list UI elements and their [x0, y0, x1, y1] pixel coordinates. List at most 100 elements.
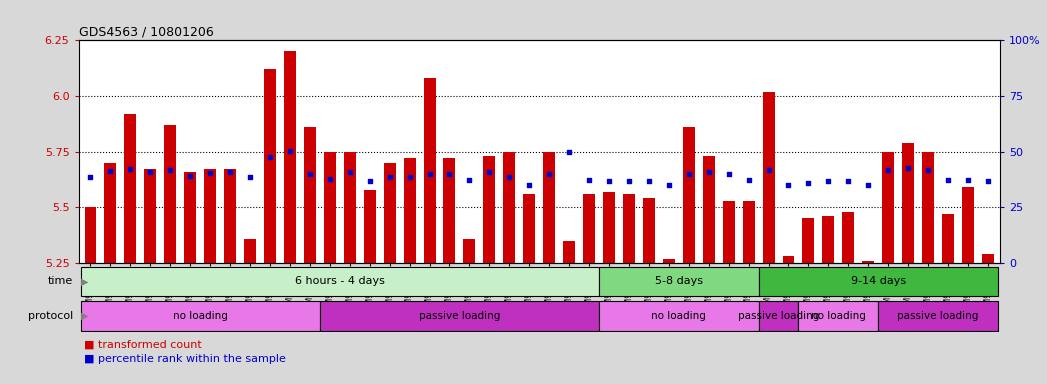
Point: [142, 169, 159, 175]
Bar: [85, 207, 96, 263]
Point: [500, 174, 517, 180]
Point: [102, 168, 118, 174]
Bar: [903, 143, 914, 263]
Bar: [343, 152, 356, 263]
Point: [840, 177, 856, 184]
Bar: [799, 301, 878, 331]
Bar: [878, 301, 998, 331]
Bar: [922, 152, 934, 263]
Point: [182, 173, 199, 179]
Bar: [722, 201, 735, 263]
Text: ▶: ▶: [81, 276, 88, 286]
Point: [461, 177, 477, 183]
Point: [82, 174, 98, 180]
Bar: [759, 266, 998, 296]
Bar: [599, 301, 759, 331]
Bar: [762, 91, 775, 263]
Point: [421, 171, 438, 177]
Point: [879, 167, 896, 173]
Text: time: time: [48, 276, 73, 286]
Bar: [563, 241, 575, 263]
Point: [282, 148, 298, 154]
Bar: [319, 301, 599, 331]
Bar: [643, 199, 654, 263]
Bar: [444, 158, 455, 263]
Bar: [464, 238, 475, 263]
Point: [800, 180, 817, 186]
Bar: [683, 127, 695, 263]
Bar: [304, 127, 316, 263]
Point: [222, 169, 239, 175]
Bar: [543, 152, 555, 263]
Bar: [125, 114, 136, 263]
Point: [960, 177, 977, 183]
Bar: [802, 218, 815, 263]
Bar: [264, 69, 276, 263]
Bar: [403, 158, 416, 263]
Point: [939, 177, 956, 183]
Bar: [962, 187, 974, 263]
Bar: [363, 190, 376, 263]
Bar: [782, 257, 795, 263]
Point: [780, 182, 797, 188]
Point: [561, 149, 578, 155]
Text: no loading: no loading: [811, 311, 866, 321]
Bar: [81, 266, 599, 296]
Point: [601, 177, 618, 184]
Text: 6 hours - 4 days: 6 hours - 4 days: [295, 276, 384, 286]
Text: protocol: protocol: [28, 311, 73, 321]
Text: ■ transformed count: ■ transformed count: [84, 340, 201, 350]
Bar: [164, 125, 176, 263]
Bar: [524, 194, 535, 263]
Point: [681, 171, 697, 177]
Bar: [424, 78, 436, 263]
Bar: [244, 238, 257, 263]
Point: [980, 177, 997, 184]
Bar: [942, 214, 954, 263]
Bar: [324, 152, 336, 263]
Bar: [843, 212, 854, 263]
Bar: [863, 261, 874, 263]
Point: [760, 167, 777, 173]
Bar: [742, 201, 755, 263]
Bar: [623, 194, 634, 263]
Bar: [204, 169, 216, 263]
Point: [621, 177, 638, 184]
Text: ■ percentile rank within the sample: ■ percentile rank within the sample: [84, 354, 286, 364]
Bar: [105, 163, 116, 263]
Point: [321, 176, 338, 182]
Point: [720, 171, 737, 177]
Point: [581, 177, 598, 183]
Point: [700, 169, 717, 175]
Bar: [144, 169, 156, 263]
Point: [242, 174, 259, 180]
Point: [401, 174, 418, 180]
Bar: [583, 194, 595, 263]
Text: no loading: no loading: [651, 311, 707, 321]
Point: [162, 167, 179, 173]
Point: [302, 171, 318, 177]
Bar: [284, 51, 296, 263]
Bar: [822, 216, 834, 263]
Point: [481, 169, 497, 175]
Point: [122, 166, 139, 172]
Bar: [883, 152, 894, 263]
Text: passive loading: passive loading: [419, 311, 500, 321]
Text: passive loading: passive loading: [738, 311, 819, 321]
Bar: [603, 192, 615, 263]
Point: [899, 165, 916, 171]
Point: [740, 177, 757, 183]
Text: ▶: ▶: [81, 311, 88, 321]
Bar: [504, 152, 515, 263]
Text: GDS4563 / 10801206: GDS4563 / 10801206: [79, 25, 214, 38]
Point: [919, 167, 936, 173]
Point: [641, 177, 658, 184]
Point: [860, 182, 876, 188]
Point: [541, 171, 558, 177]
Text: passive loading: passive loading: [897, 311, 979, 321]
Point: [341, 169, 358, 175]
Bar: [982, 254, 994, 263]
Bar: [383, 163, 396, 263]
Point: [202, 170, 219, 176]
Text: 5-8 days: 5-8 days: [654, 276, 703, 286]
